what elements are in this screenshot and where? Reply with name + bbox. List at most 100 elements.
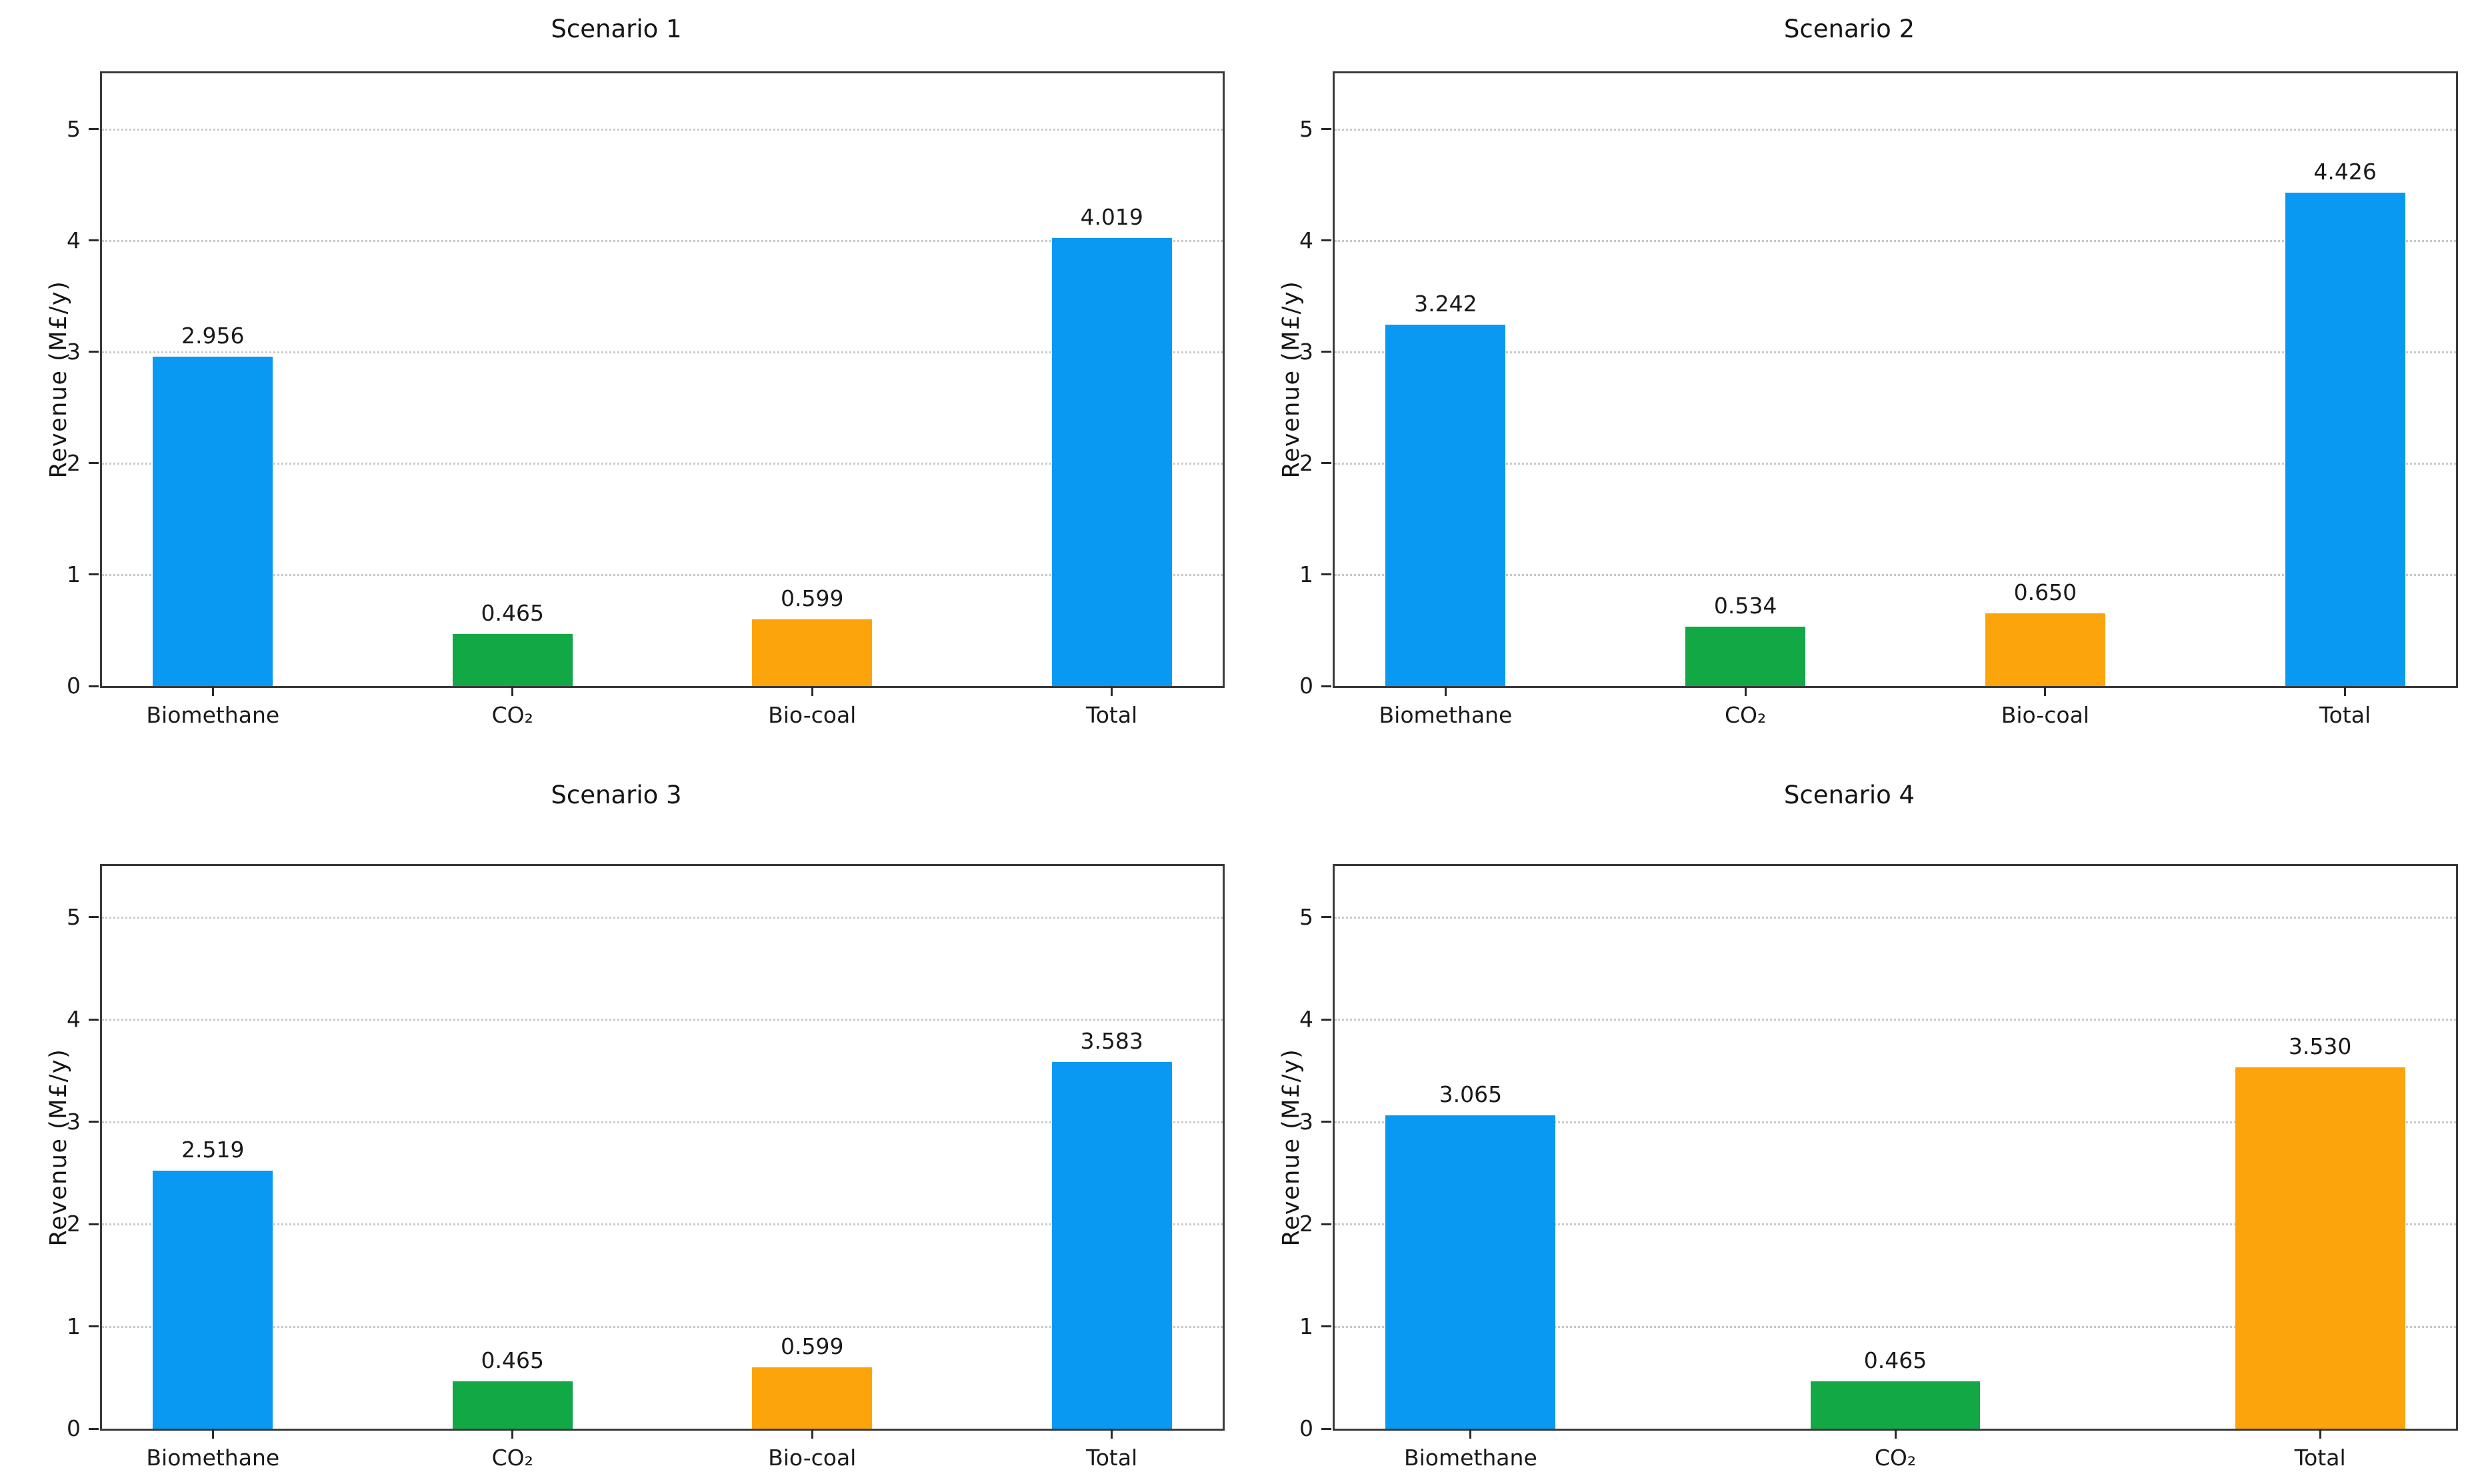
x-tick-label: Biomethane — [146, 702, 280, 728]
y-tick — [1321, 916, 1331, 919]
y-tick-label: 0 — [1299, 1415, 1313, 1441]
x-tick — [811, 1429, 813, 1439]
y-tick-label: 2 — [67, 1211, 81, 1237]
y-tick-label: 0 — [1299, 673, 1313, 699]
bar-value-label: 0.599 — [780, 585, 844, 611]
x-tick-label: Biomethane — [1379, 702, 1513, 728]
bar-value-label: 0.465 — [481, 600, 545, 627]
y-tick — [89, 1427, 99, 1430]
gridline-y-1 — [1335, 1325, 2456, 1328]
x-tick — [1444, 686, 1447, 696]
x-tick — [2044, 686, 2047, 696]
y-tick-label: 3 — [67, 1108, 81, 1135]
y-tick-label: 2 — [1299, 1211, 1313, 1237]
plot-area: 0 1 2 3 4 5 3.065 Biomethane 0.465 CO₂ 3.530 Total — [1299, 864, 2458, 1471]
x-tick-label: Total — [2319, 702, 2371, 728]
x-tick-label: Total — [1086, 1445, 1138, 1471]
y-tick — [89, 239, 99, 242]
subplot-scenario-2: Scenario 2 Revenue (M£/y) 0 1 2 3 4 5 3.242 Bio… — [1233, 0, 2466, 742]
subplot-scenario-4: Scenario 4 Revenue (M£/y) 0 1 2 3 4 5 3.065 Bio… — [1233, 742, 2466, 1484]
gridline-y-5 — [1335, 128, 2456, 131]
gridline-y-4 — [102, 239, 1223, 242]
bar-bio-coal — [752, 619, 873, 686]
y-tick-label: 2 — [67, 449, 81, 476]
gridline-y-4 — [102, 1019, 1223, 1021]
x-tick-label: CO₂ — [1874, 1445, 1917, 1471]
bar-value-label: 3.583 — [1080, 1028, 1143, 1055]
x-tick — [211, 1429, 214, 1439]
y-tick — [1321, 1427, 1331, 1430]
chart-title: Scenario 4 — [1783, 781, 1915, 809]
y-tick-label: 1 — [67, 1313, 81, 1339]
bar-value-label: 3.530 — [2288, 1033, 2352, 1060]
y-tick-label: 4 — [67, 227, 81, 253]
x-tick — [2319, 1429, 2321, 1439]
y-tick — [89, 1018, 99, 1021]
gridline-y-1 — [102, 1325, 1223, 1328]
subplot-scenario-3: Scenario 3 Revenue (M£/y) 0 1 2 3 4 5 2.519 Bio… — [0, 742, 1233, 1484]
gridline-y-1 — [102, 573, 1223, 576]
bar-total — [1051, 238, 1172, 686]
y-tick-label: 3 — [1299, 338, 1313, 365]
y-tick — [1321, 239, 1331, 242]
x-tick — [511, 686, 514, 696]
y-tick — [1321, 1121, 1331, 1123]
gridline-y-5 — [102, 916, 1223, 919]
y-tick — [1321, 1018, 1331, 1021]
bar-biomethane — [1385, 325, 1506, 686]
gridline-y-3 — [102, 1121, 1223, 1123]
bar-total — [1051, 1062, 1172, 1429]
subplot-scenario-1: Scenario 1 Revenue (M£/y) 0 1 2 3 4 5 2.956 Bio… — [0, 0, 1233, 742]
y-tick-label: 0 — [67, 1415, 81, 1441]
chart-title: Scenario 3 — [551, 781, 682, 809]
y-tick — [1321, 1325, 1331, 1328]
y-tick-label: 2 — [1299, 449, 1313, 476]
gridline-y-3 — [1335, 351, 2456, 353]
x-tick-label: Biomethane — [1404, 1445, 1537, 1471]
bar-biomethane — [153, 1171, 273, 1429]
y-tick — [89, 573, 99, 576]
x-tick — [511, 1429, 514, 1439]
y-tick-label: 1 — [1299, 561, 1313, 587]
x-tick — [1469, 1429, 1472, 1439]
bar-value-label: 0.599 — [780, 1333, 844, 1360]
x-tick-label: Bio-coal — [2001, 702, 2089, 728]
bar-co — [452, 634, 573, 686]
bar-bio-coal — [752, 1367, 873, 1429]
bar-co — [452, 1381, 573, 1429]
bar-value-label: 2.519 — [181, 1137, 245, 1163]
y-tick-label: 5 — [1299, 903, 1313, 930]
bar-biomethane — [153, 357, 273, 686]
y-tick-label: 3 — [67, 338, 81, 365]
gridline-y-5 — [1335, 916, 2456, 919]
bar-total — [2285, 193, 2405, 686]
y-tick — [89, 1223, 99, 1225]
y-tick-label: 4 — [1299, 227, 1313, 253]
plot-area: 0 1 2 3 4 5 2.519 Biomethane 0.465 CO₂ 0.599 Bio-co… — [67, 864, 1225, 1471]
bar-biomethane — [1385, 1115, 1556, 1429]
x-tick — [811, 686, 813, 696]
gridline-y-4 — [1335, 239, 2456, 242]
y-tick — [89, 685, 99, 687]
bar-value-label: 0.465 — [1863, 1347, 1927, 1373]
x-tick — [1744, 686, 1747, 696]
y-tick — [1321, 1223, 1331, 1225]
y-tick — [89, 916, 99, 919]
x-tick-label: Bio-coal — [768, 1445, 857, 1471]
gridline-y-5 — [102, 128, 1223, 131]
gridline-y-2 — [102, 462, 1223, 465]
y-tick-label: 1 — [1299, 1313, 1313, 1339]
y-tick-label: 1 — [67, 561, 81, 587]
y-tick — [89, 1121, 99, 1123]
x-tick-label: Biomethane — [146, 1445, 280, 1471]
y-tick-label: 5 — [67, 903, 81, 930]
bar-co — [1685, 626, 1806, 686]
bar-value-label: 4.019 — [1080, 204, 1143, 231]
x-tick-label: Total — [2294, 1445, 2346, 1471]
bar-value-label: 2.956 — [181, 323, 245, 349]
chart-title: Scenario 1 — [551, 15, 682, 43]
y-tick — [1321, 351, 1331, 353]
bar-bio-coal — [1985, 613, 2105, 686]
gridline-y-4 — [1335, 1019, 2456, 1021]
y-tick — [1321, 128, 1331, 131]
